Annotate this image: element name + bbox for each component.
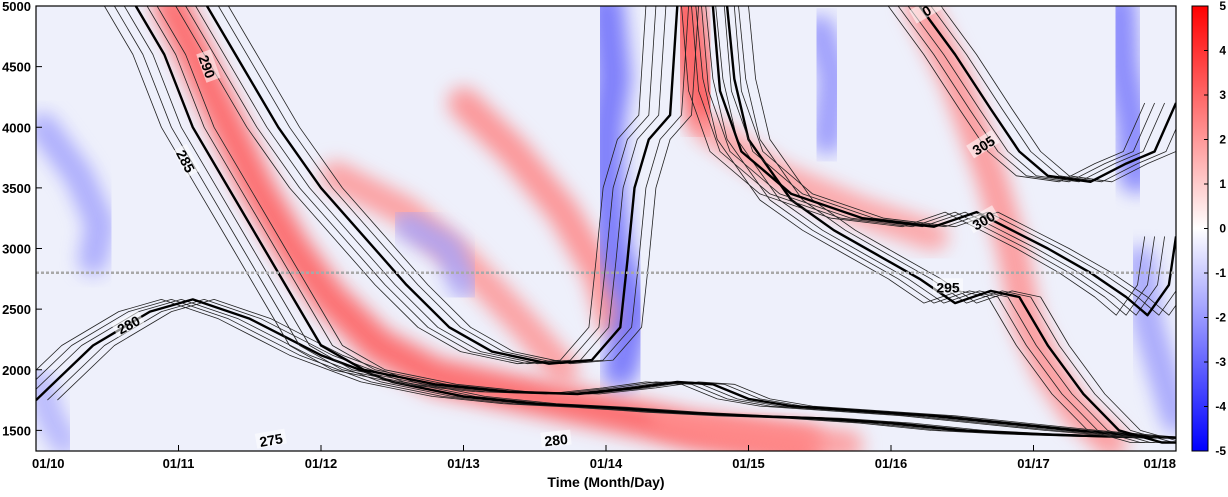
contour-label-bg [966, 129, 1000, 159]
y-tick-label: 4500 [2, 60, 31, 75]
x-tick-label: 01/18 [1143, 456, 1176, 471]
contour-minor [897, 6, 1155, 183]
x-tick-label: 01/13 [447, 456, 480, 471]
contour-label: 280 [544, 431, 569, 449]
contour-label-group: 280 [540, 429, 572, 449]
contour-minor [175, 6, 647, 365]
y-tick-label: 5000 [2, 0, 31, 14]
y-tick-label: 1500 [2, 423, 31, 438]
contour-minor [907, 6, 1165, 183]
x-tick-label: 01/10 [32, 456, 65, 471]
x-tick-label: 01/11 [163, 456, 195, 471]
x-tick-label: 01/17 [1017, 456, 1050, 471]
contour-minor [705, 6, 1155, 443]
y-tick-label: 2000 [2, 363, 31, 378]
contour-label-bg [196, 49, 221, 83]
colorbar-tick-label: -5 [1215, 444, 1226, 458]
y-tick-label: 3000 [2, 242, 31, 257]
contour-minor [104, 6, 1145, 439]
contour-label-bg [933, 278, 963, 294]
y-axis: 1500 2000 2500 3000 3500 4000 4500 5000 [2, 0, 42, 438]
contour-label-bg [966, 205, 1000, 234]
contour-label-group: 275 [254, 428, 287, 450]
anomaly-band [455, 94, 622, 330]
anomaly-band [161, 6, 816, 451]
contour-285 [134, 6, 1176, 439]
contour-minor [695, 6, 1145, 443]
contour-minor [681, 6, 1146, 316]
contour-minor [723, 6, 1176, 316]
x-axis-title: Time (Month/Day) [547, 474, 664, 490]
contour-minor [156, 6, 1176, 438]
contour-minor [218, 6, 689, 365]
colorbar-tick-label: -2 [1215, 311, 1226, 325]
contour-label-bg [909, 0, 943, 24]
colorbar: -5 -4 -3 -2 -1 0 1 2 3 4 5 [1191, 0, 1226, 458]
x-tick-label: 01/12 [305, 456, 338, 471]
contour-minor [940, 6, 1176, 183]
contour-label: 295 [936, 279, 960, 295]
y-tick-label: 3500 [2, 181, 31, 196]
anomaly-band [1132, 253, 1176, 426]
y-tick-label: 2500 [2, 302, 31, 317]
contour-minor [195, 6, 667, 365]
contour-minor [733, 6, 1176, 316]
contour-label: 290 [195, 53, 218, 81]
colorbar-tick-label: -1 [1215, 266, 1226, 280]
anomaly-band [655, 410, 856, 451]
x-tick-label: 01/16 [875, 456, 908, 471]
contour-minor [930, 6, 1176, 183]
anomaly-band [911, 6, 1120, 451]
contour-305 [918, 6, 1176, 183]
contour-minor [738, 6, 1176, 443]
colorbar-tick-label: 2 [1219, 133, 1226, 147]
contour-label-bg [254, 428, 287, 449]
contour-label: 275 [258, 430, 284, 450]
anomaly-band [596, 6, 645, 380]
contour-290 [205, 6, 679, 365]
contour-minor [228, 6, 699, 365]
anomaly-band [811, 22, 843, 148]
contour-minor [185, 6, 657, 365]
contour-minor [114, 6, 1155, 439]
colorbar-tick-label: -3 [1215, 355, 1226, 369]
colorbar-tick-label: 5 [1219, 0, 1226, 13]
colorbar-ticks: -5 -4 -3 -2 -1 0 1 2 3 4 5 [1204, 0, 1226, 458]
contour-layer [36, 6, 1176, 444]
anomaly-band [1109, 6, 1146, 185]
contour-label-group: 295 [933, 278, 963, 295]
x-axis: 01/10 01/11 01/12 01/13 01/14 01/15 01/16 01/17… [32, 445, 1177, 471]
contour-minor [748, 6, 1176, 441]
colorbar-tick-label: 1 [1219, 177, 1226, 191]
colorbar-tick-label: 0 [1219, 222, 1226, 236]
x-tick-label: 01/14 [590, 456, 623, 471]
contour-280 [36, 298, 1176, 439]
contour-label-bg [111, 309, 145, 338]
colorbar-tick-label: -4 [1215, 400, 1226, 414]
contour-label-group: 290 [195, 49, 221, 83]
x-tick-label: 01/15 [732, 456, 765, 471]
contour-minor [887, 6, 1146, 183]
contour-label-bg [540, 429, 572, 448]
contour-label-bg [173, 143, 201, 178]
contour-minor [36, 299, 1145, 439]
y-tick-label: 4000 [2, 120, 31, 135]
anomaly-band [36, 120, 108, 268]
colorbar-tick-label: 3 [1219, 88, 1226, 102]
colorbar-tick-label: 4 [1219, 44, 1226, 58]
